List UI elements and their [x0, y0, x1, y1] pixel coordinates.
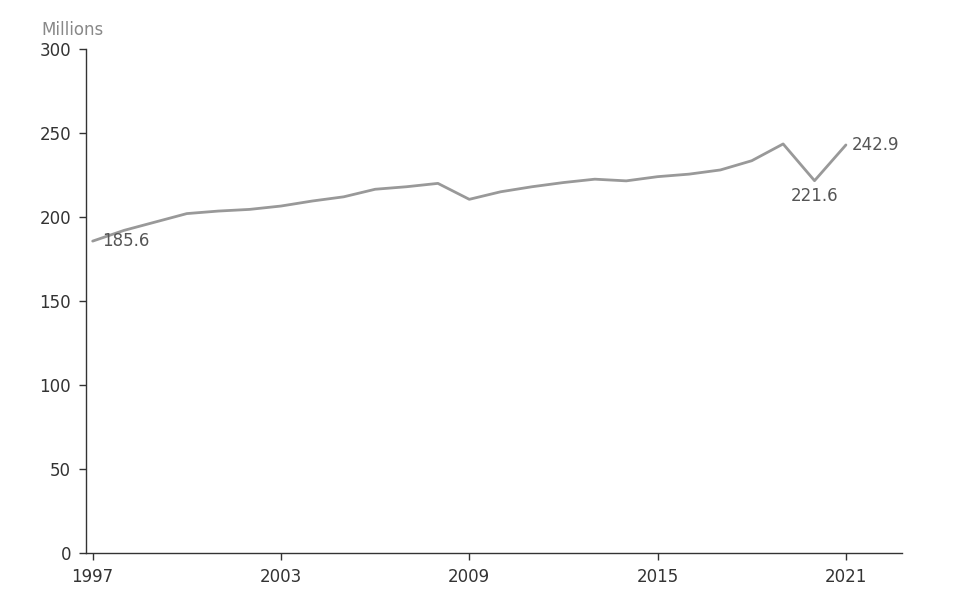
- Text: 242.9: 242.9: [852, 136, 900, 154]
- Text: 221.6: 221.6: [791, 187, 838, 206]
- Text: 185.6: 185.6: [102, 232, 150, 250]
- Text: Millions: Millions: [41, 21, 104, 39]
